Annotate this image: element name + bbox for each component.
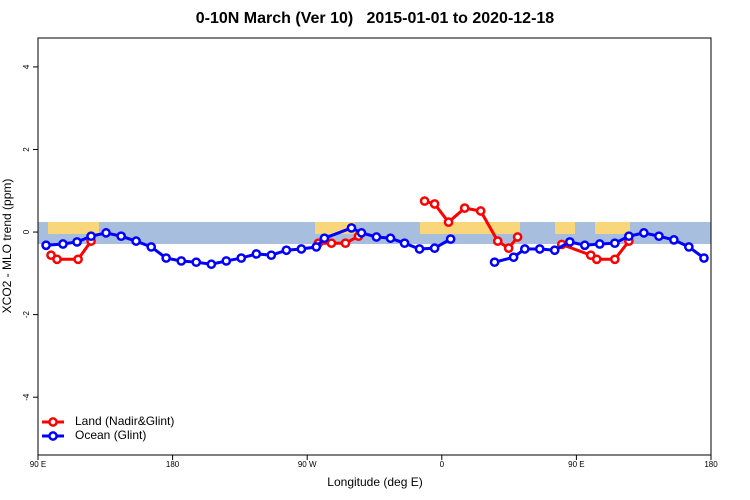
data-point: [399, 238, 410, 249]
legend-label: Ocean (Glint): [75, 428, 146, 442]
land-mass: [420, 222, 520, 234]
x-tick-label: 90 E: [568, 460, 584, 469]
data-point: [443, 217, 454, 227]
data-point: [86, 231, 96, 242]
data-point: [371, 232, 382, 242]
land-mass: [555, 222, 575, 234]
data-point: [489, 257, 500, 268]
land-mass: [85, 222, 99, 234]
data-point: [699, 253, 709, 263]
data-point: [459, 203, 470, 213]
data-point: [161, 253, 172, 263]
data-point: [684, 242, 694, 252]
data-point: [564, 237, 575, 247]
x-tick-label: 0: [440, 460, 445, 469]
data-point: [236, 253, 247, 263]
data-point: [101, 228, 111, 238]
data-point: [116, 231, 127, 242]
data-point: [624, 231, 634, 242]
data-point: [579, 240, 590, 251]
data-point: [549, 245, 560, 256]
data-point: [609, 238, 620, 249]
data-point: [311, 242, 322, 252]
data-point: [445, 234, 456, 244]
legend-label: Land (Nadir&Glint): [75, 414, 174, 428]
chart-title: 0-10N March (Ver 10) 2015-01-01 to 2020-…: [196, 10, 555, 27]
data-point: [429, 199, 440, 209]
x-tick-label: 180: [166, 460, 180, 469]
legend-marker: [48, 431, 58, 441]
y-tick-label: -2: [22, 311, 31, 319]
data-point: [41, 240, 51, 251]
x-axis-label: Longitude (deg E): [327, 475, 422, 489]
data-point: [591, 254, 602, 265]
data-point: [492, 236, 503, 246]
data-point: [73, 254, 83, 265]
land-mass: [48, 222, 88, 234]
data-point: [281, 245, 292, 256]
data-point: [340, 238, 351, 249]
data-point: [296, 244, 307, 254]
data-point: [512, 232, 523, 242]
data-point: [429, 243, 440, 254]
data-point: [638, 228, 649, 238]
data-point: [609, 254, 620, 265]
legend-marker: [48, 417, 58, 427]
data-point: [475, 206, 486, 216]
data-point: [503, 243, 514, 254]
data-point: [131, 236, 141, 246]
y-tick-label: -4: [22, 393, 31, 401]
series-line: [318, 234, 360, 245]
data-point: [419, 196, 430, 206]
data-point: [58, 239, 68, 249]
y-tick-label: 2: [22, 147, 31, 152]
data-point: [519, 244, 530, 254]
data-point: [191, 257, 202, 268]
data-point: [251, 249, 262, 259]
data-point: [326, 238, 337, 249]
data-point: [414, 244, 425, 254]
y-tick-label: 4: [22, 64, 31, 69]
x-tick-label: 90 E: [30, 460, 46, 469]
data-point: [508, 252, 519, 263]
land-mass: [595, 222, 630, 234]
data-point: [346, 223, 357, 233]
data-point: [146, 242, 157, 252]
data-point: [52, 254, 62, 265]
data-point: [319, 233, 330, 244]
data-point: [385, 233, 396, 244]
data-point: [669, 235, 679, 245]
data-point: [221, 256, 232, 266]
data-point: [266, 250, 277, 261]
data-point: [356, 228, 367, 238]
data-point: [654, 231, 664, 242]
plot-frame: [37, 37, 712, 456]
data-point: [206, 259, 217, 270]
series-line: [45, 226, 452, 266]
x-tick-label: 90 W: [298, 460, 317, 469]
data-point: [534, 244, 545, 254]
data-point: [72, 237, 82, 247]
data-point: [176, 256, 187, 266]
y-axis-label: XCO2 - MLO trend (ppm): [0, 179, 14, 314]
x-tick-label: 180: [704, 460, 718, 469]
data-point: [594, 239, 605, 249]
y-tick-label: 0: [22, 229, 31, 234]
